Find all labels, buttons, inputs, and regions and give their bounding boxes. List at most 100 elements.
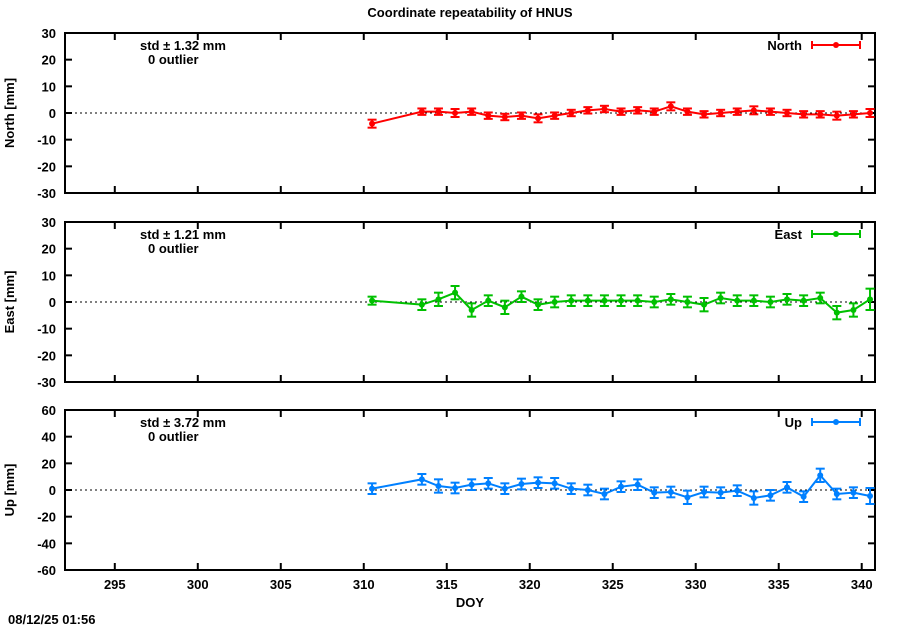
data-point <box>584 107 591 114</box>
data-point <box>485 297 492 304</box>
outlier-label-east: 0 outlier <box>148 241 199 256</box>
x-tick-label: 325 <box>602 577 624 592</box>
std-label-up: std ± 3.72 mm <box>140 415 226 430</box>
timestamp: 08/12/25 01:56 <box>8 612 95 627</box>
data-point <box>551 480 558 487</box>
data-point <box>452 110 459 116</box>
data-point <box>518 112 525 119</box>
data-point <box>485 480 492 487</box>
legend-label-up: Up <box>785 415 802 430</box>
data-point <box>867 110 874 116</box>
x-tick-label: 335 <box>768 577 790 592</box>
data-point <box>468 108 475 115</box>
data-point <box>618 483 625 490</box>
data-point <box>684 108 691 115</box>
legend-sample-point <box>833 419 839 425</box>
data-point <box>800 297 807 304</box>
data-point <box>850 489 857 496</box>
data-point <box>518 481 525 487</box>
data-point <box>817 295 824 301</box>
data-point <box>535 301 542 308</box>
data-point <box>501 114 508 120</box>
data-point <box>601 106 608 112</box>
data-point <box>518 293 525 300</box>
data-point <box>551 112 558 119</box>
data-point <box>667 489 674 495</box>
y-tick-label: -20 <box>37 510 56 525</box>
data-point <box>701 301 708 308</box>
data-point <box>618 297 625 304</box>
outlier-label-north: 0 outlier <box>148 52 199 67</box>
data-point <box>634 107 641 114</box>
y-tick-label: 60 <box>42 403 56 418</box>
data-point <box>701 489 708 495</box>
data-point <box>601 297 608 304</box>
data-point <box>435 296 442 303</box>
x-tick-label: 310 <box>353 577 375 592</box>
data-point <box>717 489 724 496</box>
data-point <box>369 485 376 492</box>
data-point <box>784 296 791 303</box>
std-label-east: std ± 1.21 mm <box>140 227 226 242</box>
data-point <box>784 484 791 491</box>
data-point <box>750 297 757 304</box>
data-point <box>750 107 757 114</box>
data-point <box>667 103 674 110</box>
x-tick-label: 315 <box>436 577 458 592</box>
outlier-label-up: 0 outlier <box>148 429 199 444</box>
data-point <box>784 110 791 116</box>
data-point <box>684 494 691 501</box>
chart-generated-layer: -30 -20 -10 0 10 20 30 -30 -20 -10 0 10 20 30 -60 -40 -2… <box>37 26 876 592</box>
data-point <box>833 491 840 497</box>
data-point <box>634 297 641 304</box>
chart-title: Coordinate repeatability of HNUS <box>367 5 572 20</box>
y-tick-label: 0 <box>49 106 56 121</box>
y-axis-label-east: East [mm] <box>2 271 17 334</box>
data-point <box>717 110 724 116</box>
data-point <box>468 481 475 488</box>
y-axis-label-up: Up [mm] <box>2 464 17 517</box>
data-point <box>468 307 475 313</box>
data-point <box>651 489 658 496</box>
data-point <box>734 297 741 304</box>
data-point <box>651 299 658 305</box>
data-point <box>452 289 459 296</box>
data-point <box>701 111 708 118</box>
y-tick-label: 30 <box>42 215 56 230</box>
data-point <box>800 493 807 500</box>
y-tick-label: 20 <box>42 53 56 68</box>
x-tick-label: 295 <box>104 577 126 592</box>
y-tick-label: 20 <box>42 242 56 257</box>
data-point <box>584 487 591 493</box>
y-tick-label: -20 <box>37 159 56 174</box>
legend-sample-point <box>833 231 839 237</box>
legend-label-north: North <box>767 38 802 53</box>
x-tick-label: 330 <box>685 577 707 592</box>
data-point <box>850 111 857 118</box>
data-point <box>800 111 807 118</box>
data-point <box>750 495 757 501</box>
data-point <box>618 108 625 115</box>
data-point <box>568 297 575 304</box>
y-tick-label: -30 <box>37 375 56 390</box>
data-point <box>568 110 575 116</box>
legend-label-east: East <box>775 227 803 242</box>
data-point <box>369 120 376 127</box>
data-point <box>501 485 508 492</box>
data-point <box>767 299 774 305</box>
y-tick-label: 0 <box>49 295 56 310</box>
data-point <box>734 108 741 115</box>
y-tick-label: -20 <box>37 348 56 363</box>
data-point <box>551 299 558 305</box>
data-point <box>501 304 508 311</box>
data-point <box>369 297 376 304</box>
data-point <box>717 295 724 301</box>
y-tick-label: 10 <box>42 268 56 283</box>
data-point <box>817 472 824 479</box>
data-point <box>734 487 741 494</box>
data-point <box>667 296 674 303</box>
data-point <box>867 493 874 499</box>
data-point <box>767 108 774 115</box>
